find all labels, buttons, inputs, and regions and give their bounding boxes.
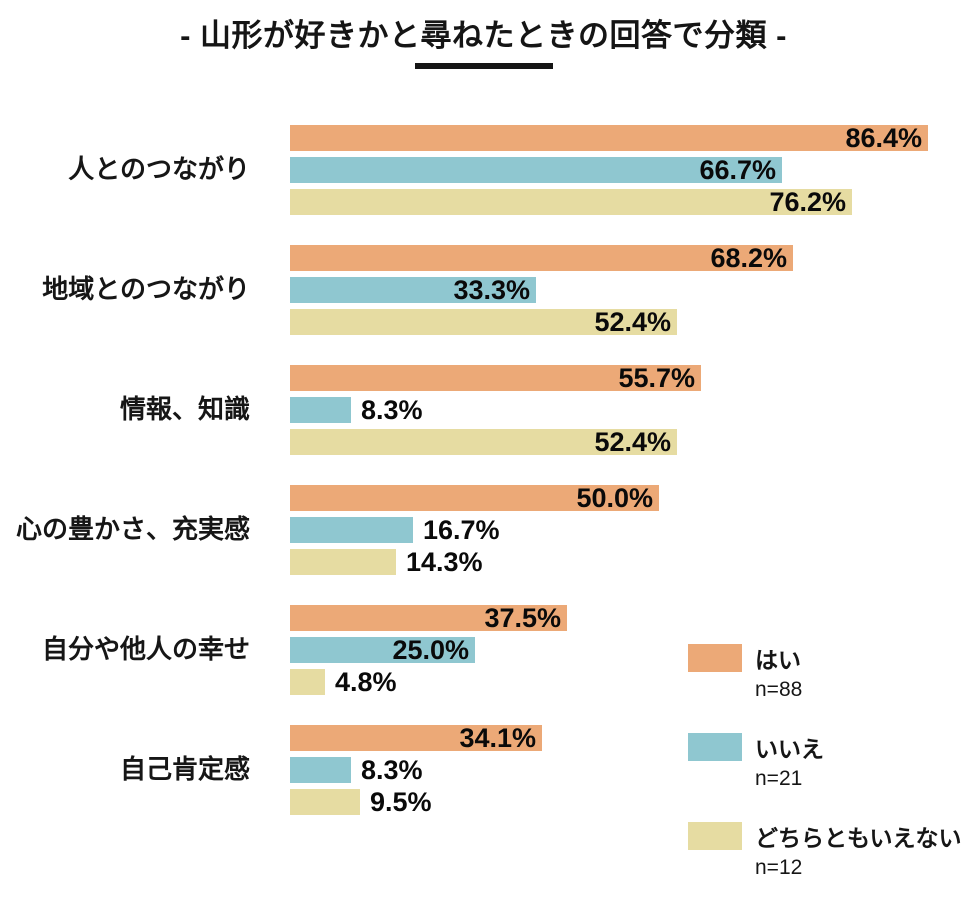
- bar-row: 4.8%: [290, 666, 967, 697]
- legend-row: はい: [688, 641, 962, 675]
- value-label: 86.4%: [845, 122, 922, 153]
- legend-label: はい: [755, 647, 801, 673]
- value-label: 55.7%: [618, 362, 695, 393]
- title-underline: [415, 63, 553, 69]
- legend-label: いいえ: [755, 736, 824, 762]
- chart-title: - 山形が好きかと尋ねたときの回答で分類 -: [180, 18, 787, 53]
- bar-row: 25.0%: [290, 634, 967, 665]
- value-label: 14.3%: [406, 546, 483, 577]
- bar-row: 37.5%: [290, 602, 967, 633]
- bar-no: 66.7%: [290, 154, 782, 185]
- bar-row: 33.3%: [290, 274, 967, 305]
- plot-area: 人とのつながり 86.4% 66.7% 76.2% 地域とのつながり 68.2% 33.3%…: [0, 122, 967, 845]
- value-label: 34.1%: [459, 722, 536, 753]
- bar-neither: [290, 669, 325, 695]
- legend-item-yes: はい n=88: [688, 641, 962, 702]
- bar-no: [290, 397, 351, 423]
- category-label: 心の豊かさ、充実感: [15, 514, 250, 545]
- value-label: 16.7%: [423, 514, 500, 545]
- bar-row: 8.3%: [290, 394, 967, 425]
- legend-row: いいえ: [688, 730, 962, 764]
- bar-neither: [290, 549, 396, 575]
- bar-row: 34.1%: [290, 722, 967, 753]
- bar-row: 14.3%: [290, 546, 967, 577]
- category-label: 自己肯定感: [119, 754, 250, 785]
- value-label: 52.4%: [594, 426, 671, 457]
- category-label: 人とのつながり: [68, 154, 250, 185]
- bar-yes: 37.5%: [290, 602, 567, 633]
- legend-swatch-neither: [688, 822, 742, 850]
- value-label: 8.3%: [361, 754, 423, 785]
- bar-stack: 50.0% 16.7% 14.3%: [290, 482, 967, 577]
- bar-row: 9.5%: [290, 786, 967, 817]
- bar-neither: 52.4%: [290, 306, 677, 337]
- bar-yes: 55.7%: [290, 362, 701, 393]
- bar-group: 自分や他人の幸せ 37.5% 25.0% 4.8%: [0, 602, 967, 697]
- bar-group: 情報、知識 55.7% 8.3% 52.4%: [0, 362, 967, 457]
- bar-row: 55.7%: [290, 362, 967, 393]
- bar-stack: 34.1% 8.3% 9.5%: [290, 722, 967, 817]
- bar-group: 人とのつながり 86.4% 66.7% 76.2%: [0, 122, 967, 217]
- bar-row: 68.2%: [290, 242, 967, 273]
- bar-no: [290, 517, 413, 543]
- bar-no: [290, 757, 351, 783]
- bar-neither: 76.2%: [290, 186, 852, 217]
- value-label: 8.3%: [361, 394, 423, 425]
- bar-group: 地域とのつながり 68.2% 33.3% 52.4%: [0, 242, 967, 337]
- legend-sample-size: n=88: [755, 678, 803, 701]
- legend: はい n=88 いいえ n=21 どちらともいえない n=12: [688, 641, 962, 880]
- value-label: 33.3%: [453, 274, 530, 305]
- bar-yes: 68.2%: [290, 242, 793, 273]
- bar-yes: 34.1%: [290, 722, 542, 753]
- bar-row: 8.3%: [290, 754, 967, 785]
- bar-row: 66.7%: [290, 154, 967, 185]
- bar-stack: 37.5% 25.0% 4.8%: [290, 602, 967, 697]
- bar-group: 心の豊かさ、充実感 50.0% 16.7% 14.3%: [0, 482, 967, 577]
- legend-sample-size: n=12: [755, 856, 803, 879]
- bar-stack: 55.7% 8.3% 52.4%: [290, 362, 967, 457]
- value-label: 68.2%: [710, 242, 787, 273]
- legend-label: どちらともいえない: [755, 825, 962, 851]
- bar-stack: 68.2% 33.3% 52.4%: [290, 242, 967, 337]
- value-label: 50.0%: [576, 482, 653, 513]
- bar-stack: 86.4% 66.7% 76.2%: [290, 122, 967, 217]
- legend-swatch-yes: [688, 644, 742, 672]
- value-label: 25.0%: [392, 634, 469, 665]
- bar-row: 52.4%: [290, 306, 967, 337]
- bar-row: 50.0%: [290, 482, 967, 513]
- bar-group: 自己肯定感 34.1% 8.3% 9.5%: [0, 722, 967, 817]
- category-label: 地域とのつながり: [42, 274, 250, 305]
- value-label: 52.4%: [594, 306, 671, 337]
- bar-row: 76.2%: [290, 186, 967, 217]
- legend-item-no: いいえ n=21: [688, 730, 962, 791]
- value-label: 4.8%: [335, 666, 397, 697]
- value-label: 37.5%: [484, 602, 561, 633]
- legend-sample-size: n=21: [755, 767, 803, 790]
- legend-swatch-no: [688, 733, 742, 761]
- bar-row: 16.7%: [290, 514, 967, 545]
- bar-no: 33.3%: [290, 274, 536, 305]
- bar-row: 52.4%: [290, 426, 967, 457]
- value-label: 9.5%: [370, 786, 432, 817]
- legend-row: どちらともいえない: [688, 819, 962, 853]
- bar-neither: 52.4%: [290, 426, 677, 457]
- bar-yes: 86.4%: [290, 122, 928, 153]
- bar-neither: [290, 789, 360, 815]
- category-label: 自分や他人の幸せ: [41, 634, 250, 665]
- bar-row: 86.4%: [290, 122, 967, 153]
- bar-no: 25.0%: [290, 634, 475, 665]
- legend-item-neither: どちらともいえない n=12: [688, 819, 962, 880]
- value-label: 66.7%: [699, 154, 776, 185]
- value-label: 76.2%: [769, 186, 846, 217]
- bar-yes: 50.0%: [290, 482, 659, 513]
- category-label: 情報、知識: [119, 394, 250, 425]
